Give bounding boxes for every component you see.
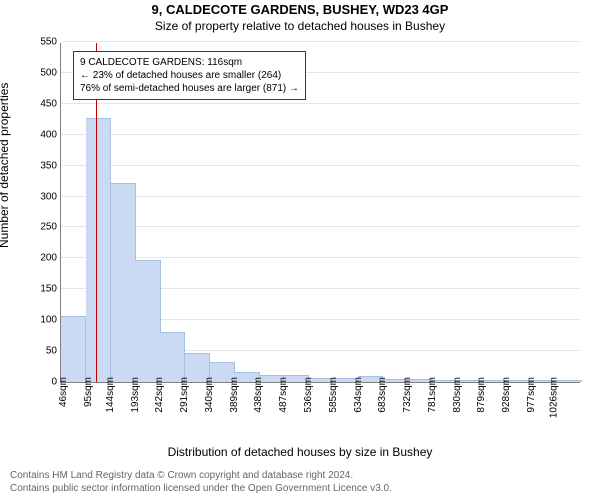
- x-tick-label: 879sqm: [477, 377, 488, 413]
- x-tick-label: 830sqm: [452, 377, 463, 413]
- x-tick-label: 928sqm: [501, 377, 512, 413]
- y-tick-label: 250: [27, 222, 61, 233]
- chart-title-address: 9, CALDECOTE GARDENS, BUSHEY, WD23 4GP: [0, 2, 600, 17]
- y-tick-label: 100: [27, 315, 61, 326]
- grid-line-h: [61, 226, 580, 227]
- grid-line-h: [61, 196, 580, 197]
- grid-line-h: [61, 165, 580, 166]
- x-tick-label: 193sqm: [130, 377, 141, 413]
- x-tick-label: 242sqm: [155, 377, 166, 413]
- x-tick-label: 438sqm: [254, 377, 265, 413]
- footer-line: Contains HM Land Registry data © Crown c…: [10, 469, 590, 482]
- y-tick-label: 450: [27, 98, 61, 109]
- footer-line: Contains public sector information licen…: [10, 482, 590, 495]
- x-tick-label: 144sqm: [105, 377, 116, 413]
- x-tick-label: 1026sqm: [548, 377, 559, 418]
- histogram-bar: [61, 316, 86, 382]
- chart-title-sub: Size of property relative to detached ho…: [0, 19, 600, 33]
- y-tick-label: 50: [27, 346, 61, 357]
- y-tick-label: 350: [27, 160, 61, 171]
- annotation-line: 9 CALDECOTE GARDENS: 116sqm: [80, 56, 299, 69]
- annotation-line: 76% of semi-detached houses are larger (…: [80, 82, 299, 95]
- x-tick-label: 585sqm: [328, 377, 339, 413]
- y-tick-label: 500: [27, 67, 61, 78]
- y-tick-label: 400: [27, 129, 61, 140]
- histogram-bar: [111, 183, 136, 382]
- annotation-line: ← 23% of detached houses are smaller (26…: [80, 69, 299, 82]
- plot-area: 9 CALDECOTE GARDENS: 116sqm ← 23% of det…: [60, 43, 580, 383]
- x-axis-label: Distribution of detached houses by size …: [0, 445, 600, 459]
- grid-line-h: [61, 134, 580, 135]
- y-tick-label: 0: [27, 377, 61, 388]
- histogram-bar: [556, 380, 581, 382]
- x-tick-label: 291sqm: [179, 377, 190, 413]
- x-tick-label: 340sqm: [204, 377, 215, 413]
- y-tick-label: 550: [27, 37, 61, 48]
- x-tick-label: 46sqm: [58, 377, 69, 407]
- y-axis-label: Number of detached properties: [0, 83, 11, 248]
- x-tick-label: 634sqm: [353, 377, 364, 413]
- grid-line-h: [61, 103, 580, 104]
- x-tick-label: 977sqm: [526, 377, 537, 413]
- x-tick-label: 487sqm: [278, 377, 289, 413]
- x-tick-label: 536sqm: [303, 377, 314, 413]
- grid-line-h: [61, 41, 580, 42]
- x-tick-label: 389sqm: [229, 377, 240, 413]
- y-tick-label: 200: [27, 253, 61, 264]
- x-tick-label: 781sqm: [427, 377, 438, 413]
- annotation-box: 9 CALDECOTE GARDENS: 116sqm ← 23% of det…: [73, 51, 306, 100]
- histogram-bar: [135, 260, 160, 382]
- y-tick-label: 300: [27, 191, 61, 202]
- y-tick-label: 150: [27, 284, 61, 295]
- chart-container: Number of detached properties 9 CALDECOT…: [0, 33, 600, 463]
- x-tick-label: 732sqm: [402, 377, 413, 413]
- x-tick-label: 683sqm: [377, 377, 388, 413]
- footer-attribution: Contains HM Land Registry data © Crown c…: [0, 463, 600, 495]
- histogram-bar: [86, 118, 111, 382]
- grid-line-h: [61, 257, 580, 258]
- histogram-bar: [160, 332, 185, 382]
- x-tick-label: 95sqm: [83, 377, 94, 407]
